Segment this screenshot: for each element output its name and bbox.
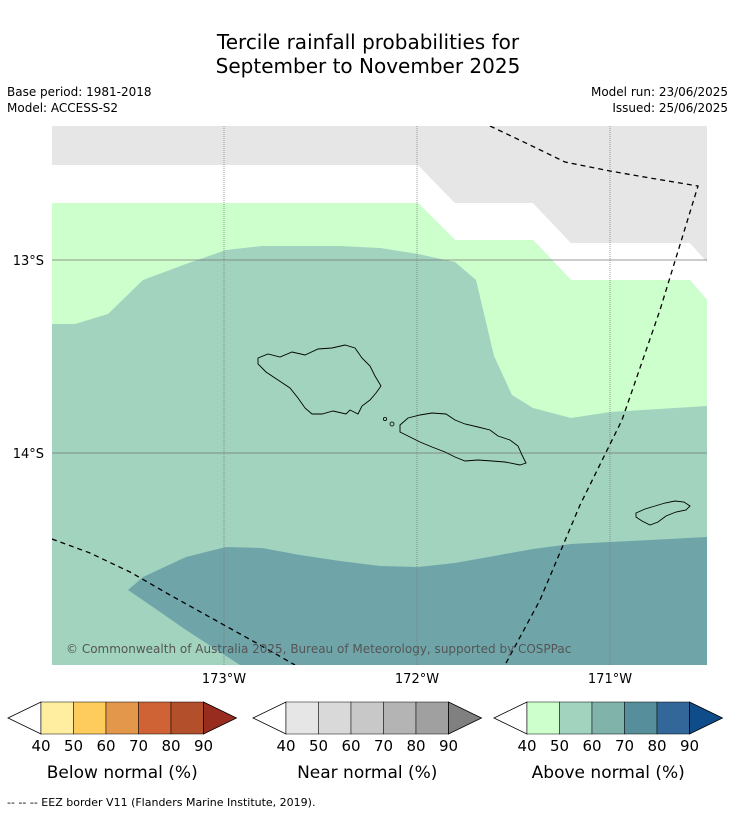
colorbar-tick-label: 60 [96,737,115,755]
colorbar-tick-label: 80 [161,737,180,755]
map-title: Tercile rainfall probabilities for Septe… [0,30,736,78]
island-tutuila [635,500,691,526]
colorbar-segment [559,701,593,735]
colorbar-segment [40,701,74,735]
colorbar-under-triangle [7,701,42,735]
colorbar-tick-label: 60 [341,737,360,755]
colorbar-tick-label: 70 [374,737,393,755]
eez-border-north [489,126,699,665]
island-savaii [257,344,382,415]
colorbar-tick-label: 40 [276,737,295,755]
base-period: Base period: 1981-2018 [7,85,152,99]
colorbar-tick-label: 90 [680,737,699,755]
colorbar-over-triangle [448,701,483,735]
lon-label-171w: 171°W [588,672,632,687]
colorbar-tick-label: 80 [406,737,425,755]
colorbar-segment [73,701,107,735]
model-run: Model run: 23/06/2025 [590,85,728,99]
lat-label-14s: 14°S [13,447,44,462]
island-upolu [399,412,527,466]
colorbar-above-normal: 40 50 60 70 80 90 Above normal (%) [493,701,724,783]
region-no-data [52,126,707,262]
colorbar-segment [318,701,352,735]
colorbar-segment [656,701,690,735]
colorbar-segment [350,701,384,735]
colorbar-tick-label: 50 [309,737,328,755]
colorbar-below-normal: 40 50 60 70 80 90 Below normal (%) [7,701,238,783]
colorbar-tick-label: 70 [615,737,634,755]
eez-footnote: -- -- -- EEZ border V11 (Flanders Marine… [7,796,316,809]
region-above-60-70 [128,537,707,665]
map-area: © Commonwealth of Australia 2025, Bureau… [52,126,707,665]
colorbar-segment [415,701,449,735]
colorbar-title: Near normal (%) [297,763,437,783]
island-apolima [389,421,395,427]
colorbar-title: Below normal (%) [47,763,198,783]
colorbar-tick-label: 70 [129,737,148,755]
lon-label-173w: 173°W [202,672,246,687]
colorbar-title: Above normal (%) [532,763,685,783]
colorbar-tick-label: 80 [647,737,666,755]
colorbar-over-triangle [203,701,238,735]
colorbar-segment [383,701,417,735]
colorbar-segment [138,701,172,735]
colorbar-tick-label: 50 [550,737,569,755]
title-line-2: September to November 2025 [215,54,521,78]
colorbar-tick-label: 40 [517,737,536,755]
title-line-1: Tercile rainfall probabilities for [216,30,520,54]
colorbar-segment [526,701,560,735]
lat-label-13s: 13°S [13,254,44,269]
colorbar-segment [624,701,658,735]
colorbar-segment [591,701,625,735]
eez-border-south [52,538,296,665]
colorbar-over-triangle [689,701,724,735]
colorbar-tick-label: 60 [582,737,601,755]
colorbar-under-triangle [252,701,287,735]
lon-label-172w: 172°W [395,672,439,687]
colorbar-segment [285,701,319,735]
region-above-40-50 [52,203,707,418]
colorbar-segment [170,701,204,735]
colorbar-under-triangle [493,701,528,735]
colorbar-tick-label: 50 [64,737,83,755]
map-copyright: © Commonwealth of Australia 2025, Bureau… [66,642,571,656]
island-manono [382,416,387,421]
region-white-band [52,165,707,300]
colorbar-segment [105,701,139,735]
colorbar-tick-label: 90 [439,737,458,755]
colorbar-tick-label: 90 [194,737,213,755]
meta-left: Base period: 1981-2018 Model: ACCESS-S2 [7,84,152,116]
meta-right: Model run: 23/06/2025 Issued: 25/06/2025 [591,84,728,116]
issued-date: Issued: 25/06/2025 [612,101,728,115]
colorbar-tick-label: 40 [31,737,50,755]
model-name: Model: ACCESS-S2 [7,101,119,115]
